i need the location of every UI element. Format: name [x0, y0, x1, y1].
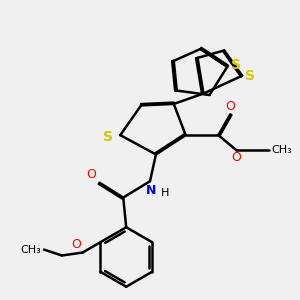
Text: O: O: [231, 152, 241, 164]
Text: CH₃: CH₃: [20, 244, 41, 255]
Text: N: N: [146, 184, 157, 197]
Text: O: O: [225, 100, 235, 113]
Text: S: S: [245, 69, 255, 83]
Text: H: H: [160, 188, 169, 198]
Text: S: S: [231, 58, 241, 72]
Text: CH₃: CH₃: [272, 145, 292, 155]
Text: S: S: [103, 130, 113, 144]
Text: O: O: [87, 168, 97, 181]
Text: O: O: [71, 238, 81, 251]
